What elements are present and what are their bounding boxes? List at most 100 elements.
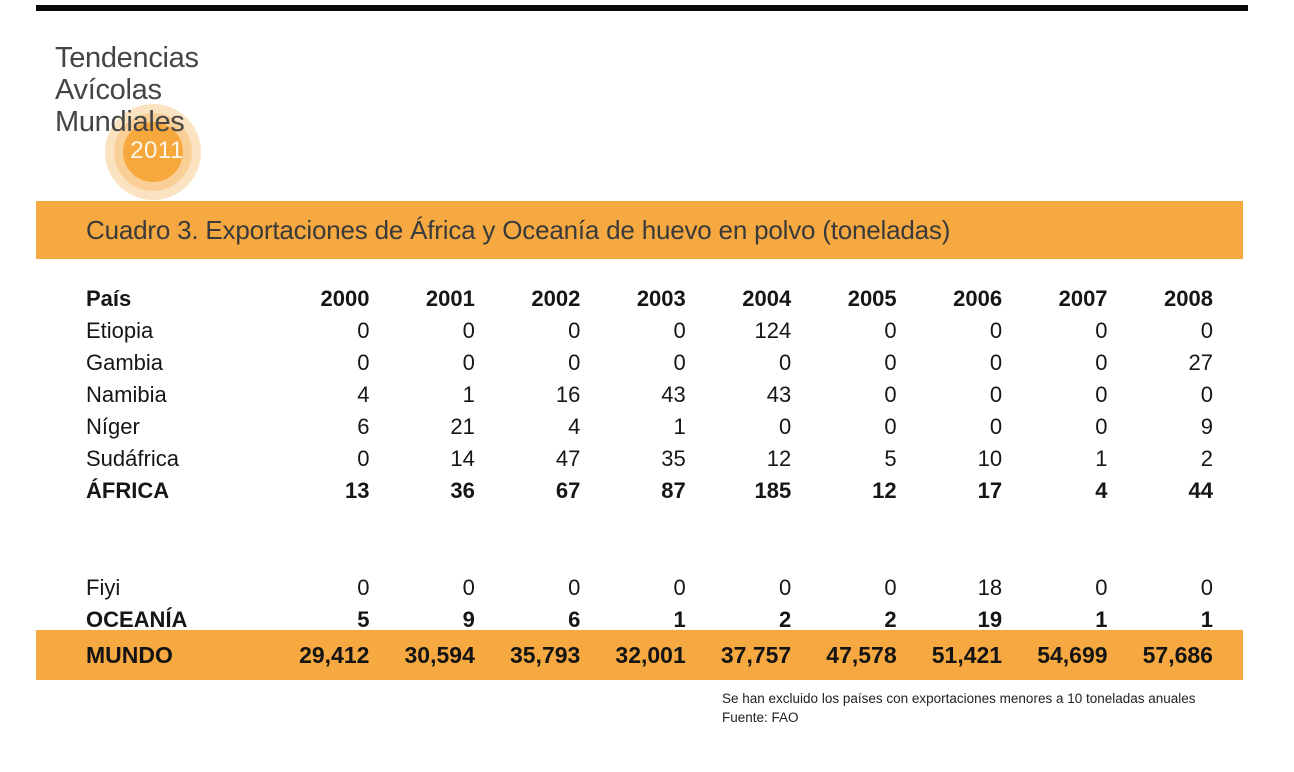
row-value: 0 (673, 350, 686, 375)
table-spacer-row (86, 507, 1213, 572)
row-value: 35 (661, 446, 686, 471)
row-value: 36 (450, 478, 475, 503)
world-value: 37,757 (720, 641, 792, 668)
table-row: Gambia 0 0 0 0 0 0 0 0 27 (86, 347, 1213, 379)
world-label: MUNDO (86, 641, 173, 668)
row-value: 0 (884, 350, 897, 375)
row-value: 0 (1200, 575, 1213, 600)
row-value: 27 (1188, 350, 1213, 375)
col-header-year: 2008 (1164, 286, 1213, 311)
row-value: 0 (462, 318, 475, 343)
row-value: 185 (754, 478, 792, 503)
row-value: 43 (661, 382, 686, 407)
row-value: 0 (778, 575, 792, 600)
world-value: 51,421 (931, 641, 1003, 668)
row-value: 16 (555, 382, 581, 407)
row-value: 4 (357, 382, 370, 407)
row-value: 1 (1095, 607, 1108, 632)
row-value: 19 (977, 607, 1003, 632)
col-header-year: 2000 (320, 286, 370, 311)
row-value: 9 (1200, 414, 1213, 439)
row-country: Níger (86, 414, 140, 439)
row-value: 0 (884, 414, 897, 439)
table-row: Fiyi 0 0 0 0 0 0 18 0 0 (86, 572, 1213, 604)
row-value: 21 (450, 414, 475, 439)
logo-year-badge: 2011 (105, 104, 201, 200)
row-value: 4 (1095, 478, 1108, 503)
row-value: 0 (568, 318, 581, 343)
row-value: 1 (462, 382, 475, 407)
table-row: ÁFRICA 13 36 67 87 185 12 17 4 44 (86, 475, 1213, 507)
row-value: 0 (673, 575, 686, 600)
row-country: Etiopia (86, 318, 154, 343)
table-row: Sudáfrica 0 14 47 35 12 5 10 1 2 (86, 443, 1213, 475)
col-header-year: 2002 (531, 286, 581, 311)
row-value: 13 (344, 478, 370, 503)
row-value: 0 (673, 318, 686, 343)
row-value: 0 (778, 350, 792, 375)
table-row: OCEANÍA 5 9 6 1 2 2 19 1 1 (86, 604, 1213, 636)
row-value: 17 (977, 478, 1003, 503)
row-value: 1 (673, 607, 686, 632)
col-header-country: País (86, 286, 132, 311)
col-header-year: 2007 (1058, 286, 1108, 311)
row-value: 9 (462, 607, 475, 632)
row-value: 124 (754, 318, 792, 343)
footnotes: Se han excluido los países con exportaci… (722, 690, 1196, 727)
row-value: 0 (989, 414, 1003, 439)
row-value: 0 (989, 350, 1003, 375)
row-value: 2 (1200, 446, 1213, 471)
row-value: 0 (357, 350, 370, 375)
footnote-exclusions: Se han excluido los países con exportaci… (722, 691, 1196, 706)
table-title-bar: Cuadro 3. Exportaciones de África y Ocea… (36, 201, 1243, 259)
world-value: 32,001 (615, 641, 686, 668)
row-value: 67 (555, 478, 581, 503)
row-value: 0 (884, 575, 897, 600)
logo-circle-inner-ring (123, 122, 183, 182)
world-value: 29,412 (299, 641, 370, 668)
world-value: 54,699 (1037, 641, 1108, 668)
table-header-row: País 2000 2001 2002 2003 2004 2005 2006 2007 200… (86, 283, 1213, 315)
row-value: 0 (1200, 318, 1213, 343)
row-value: 1 (673, 414, 686, 439)
row-value: 5 (884, 446, 897, 471)
row-country: OCEANÍA (86, 607, 188, 632)
row-value: 0 (357, 446, 370, 471)
row-value: 44 (1188, 478, 1213, 503)
row-value: 0 (1095, 382, 1108, 407)
logo-line-2: Avícolas (55, 74, 162, 106)
row-country: Namibia (86, 382, 167, 407)
logo-line-3: Mundiales (55, 106, 185, 138)
world-total-row: MUNDO 29,412 30,594 35,793 32,001 37,757 47,5… (86, 630, 1213, 680)
row-value: 4 (568, 414, 581, 439)
row-value: 0 (1095, 318, 1108, 343)
world-total-bar: MUNDO 29,412 30,594 35,793 32,001 37,757 47,5… (36, 630, 1243, 680)
row-value: 0 (884, 382, 897, 407)
row-value: 43 (766, 382, 792, 407)
table-title: Cuadro 3. Exportaciones de África y Ocea… (86, 215, 951, 245)
row-value: 47 (555, 446, 581, 471)
table-row: Níger 6 21 4 1 0 0 0 0 9 (86, 411, 1213, 443)
col-header-year: 2005 (847, 286, 897, 311)
row-value: 2 (884, 607, 897, 632)
row-value: 10 (977, 446, 1003, 471)
row-value: 12 (872, 478, 897, 503)
row-value: 1 (1095, 446, 1108, 471)
world-value: 30,594 (404, 641, 475, 668)
row-country: Gambia (86, 350, 164, 375)
row-value: 0 (568, 575, 581, 600)
row-country: Sudáfrica (86, 446, 179, 471)
row-value: 2 (778, 607, 792, 632)
row-value: 0 (357, 318, 370, 343)
row-value: 0 (1095, 350, 1108, 375)
row-value: 6 (568, 607, 581, 632)
row-value: 0 (989, 318, 1003, 343)
row-value: 6 (357, 414, 370, 439)
col-header-year: 2003 (636, 286, 686, 311)
col-header-year: 2004 (742, 286, 792, 311)
row-country: ÁFRICA (86, 478, 170, 503)
row-value: 87 (661, 478, 686, 503)
data-table: País 2000 2001 2002 2003 2004 2005 2006 2007 200… (86, 283, 1213, 636)
row-value: 0 (462, 575, 475, 600)
